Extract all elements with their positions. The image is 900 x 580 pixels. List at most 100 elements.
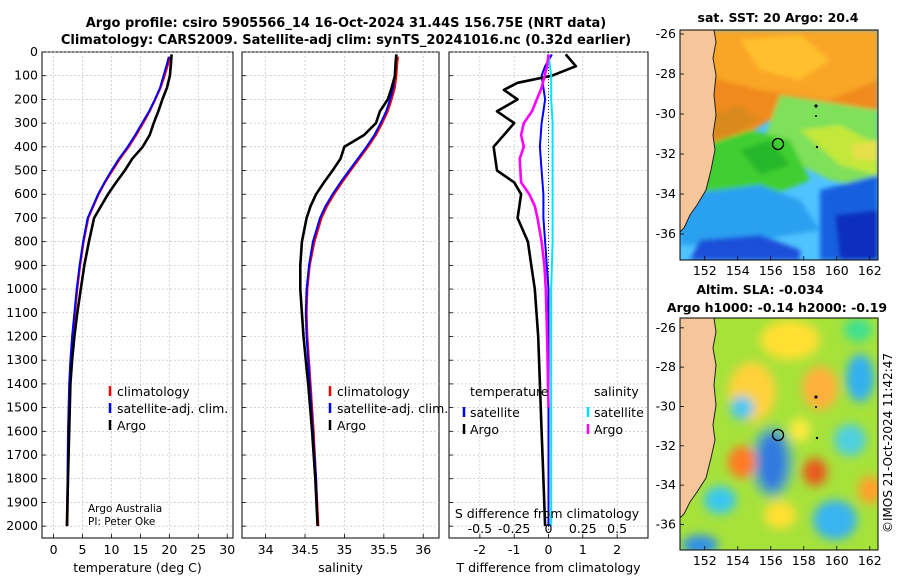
sst-map xyxy=(679,29,879,261)
map-y-tick-label: -36 xyxy=(656,226,676,241)
y-tick-label: 1000 xyxy=(6,281,38,296)
map-x-tick-label: 156 xyxy=(759,553,783,568)
y-tick-label: 900 xyxy=(14,257,38,272)
plot-area xyxy=(41,51,234,539)
y-tick-label: 1200 xyxy=(6,328,38,343)
x-tick-label: 20 xyxy=(161,542,177,557)
y-tick-label: 700 xyxy=(14,210,38,225)
map-y-tick-label: -30 xyxy=(656,106,676,121)
x-tick-label: 0 xyxy=(545,542,553,557)
x-tick-label: 25 xyxy=(190,542,206,557)
x-tick-label: 15 xyxy=(132,542,148,557)
map-x-tick-label: 154 xyxy=(726,553,750,568)
y-tick-label: 400 xyxy=(14,139,38,154)
y-tick-label: 1700 xyxy=(6,447,38,462)
series-argo xyxy=(65,54,173,527)
x-tick-label: 34 xyxy=(258,542,274,557)
map-x-tick-label: 162 xyxy=(858,263,882,278)
sst-argo-marker xyxy=(771,137,785,151)
x-tick-label: 0 xyxy=(50,542,58,557)
y-tick-label: 500 xyxy=(14,163,38,178)
map-y-tick-label: -28 xyxy=(656,66,676,81)
map-x-tick-label: 152 xyxy=(693,263,717,278)
x-tick-label: 35.5 xyxy=(370,542,398,557)
x-tick-label: -1 xyxy=(508,542,520,557)
figure-title-line1: Argo profile: csiro 5905566_14 16-Oct-20… xyxy=(86,16,607,31)
figure-title-line2: Climatology: CARS2009. Satellite-adj cli… xyxy=(61,33,631,48)
series-satellite-adj-clim- xyxy=(65,56,170,527)
y-tick-label: 2000 xyxy=(6,518,38,533)
sla-map-title: Altim. SLA: -0.034 xyxy=(696,282,824,297)
sst-field xyxy=(680,30,878,260)
x2-tick-label: 0.5 xyxy=(607,521,627,536)
legend-label: satellite xyxy=(470,405,520,420)
x-tick-label: 2 xyxy=(613,542,621,557)
credit-line2: PI: Peter Oke xyxy=(88,516,155,528)
x-tick-label: 35 xyxy=(336,542,352,557)
y-tick-label: 1100 xyxy=(6,305,38,320)
y-tick-label: 200 xyxy=(14,91,38,106)
map-x-tick-label: 158 xyxy=(792,263,816,278)
timestamp: ©IMOS 21-Oct-2024 11:42:47 xyxy=(881,353,895,533)
sla-land xyxy=(680,318,717,519)
legend-label: climatology xyxy=(337,384,410,399)
x2-tick-label: 0.25 xyxy=(569,521,597,536)
temperature-panel: 0100200300400500600700800900100011001200… xyxy=(6,44,235,575)
map-x-tick-label: 158 xyxy=(792,553,816,568)
y-tick-label: 0 xyxy=(30,44,38,59)
legend-group-title: salinity xyxy=(594,384,639,399)
map-y-tick-label: -26 xyxy=(656,26,676,41)
map-y-tick-label: -34 xyxy=(656,186,676,201)
x-tick-label: 34.5 xyxy=(291,542,319,557)
x-axis-label-salinity: S difference from climatology xyxy=(455,506,640,521)
map-y-tick-label: -28 xyxy=(656,359,676,374)
map-y-tick-label: -34 xyxy=(656,477,676,492)
y-tick-label: 1900 xyxy=(6,494,38,509)
legend-label: Argo xyxy=(117,418,146,433)
map-x-tick-label: 162 xyxy=(858,553,882,568)
y-tick-label: 1300 xyxy=(6,352,38,367)
map-x-tick-label: 152 xyxy=(693,553,717,568)
y-tick-label: 1800 xyxy=(6,471,38,486)
series-salinity-argo xyxy=(518,54,550,408)
x-tick-label: 10 xyxy=(104,542,120,557)
map-x-tick-label: 160 xyxy=(825,263,849,278)
map-x-tick-label: 160 xyxy=(825,553,849,568)
x-axis-label: temperature (deg C) xyxy=(73,560,202,575)
y-tick-label: 100 xyxy=(14,68,38,83)
series-satellite-adj-clim- xyxy=(304,56,398,527)
legend-group-title: temperature xyxy=(470,384,549,399)
series-temperature-argo xyxy=(492,53,578,527)
legend-label: satellite xyxy=(594,405,644,420)
map-x-tick-label: 156 xyxy=(759,263,783,278)
x-axis-label: T difference from climatology xyxy=(455,560,641,575)
series-salinity-satellite xyxy=(547,54,554,527)
sst-map-title: sat. SST: 20 Argo: 20.4 xyxy=(698,10,859,25)
y-tick-label: 1600 xyxy=(6,423,38,438)
difference-panel: -2 -1 0 1 2 T difference from climatology temp… xyxy=(448,51,649,575)
sla-map-subtitle: Argo h1000: -0.14 h2000: -0.19 xyxy=(667,300,887,315)
salinity-panel: 34 34.5 35 35.5 36 salinity climatology satelli… xyxy=(241,51,448,575)
credit-line1: Argo Australia xyxy=(88,503,162,515)
map-y-tick-label: -36 xyxy=(656,516,676,531)
x-tick-label: -2 xyxy=(474,542,486,557)
y-tick-label: 1500 xyxy=(6,400,38,415)
legend-label: satellite-adj. clim. xyxy=(117,401,228,416)
legend-label: Argo xyxy=(337,418,366,433)
y-tick-label: 300 xyxy=(14,115,38,130)
y-tick-label: 1400 xyxy=(6,376,38,391)
series-argo xyxy=(298,54,398,527)
x-axis-label: salinity xyxy=(318,560,363,575)
map-y-tick-label: -26 xyxy=(656,320,676,335)
sla-field xyxy=(682,318,878,550)
sst-land xyxy=(680,30,717,233)
x2-tick-label: -0.25 xyxy=(498,521,530,536)
sla-argo-marker xyxy=(771,428,785,442)
legend-label: climatology xyxy=(117,384,190,399)
sla-map xyxy=(679,317,879,551)
x-tick-label: 30 xyxy=(219,542,235,557)
map-y-tick-label: -32 xyxy=(656,438,676,453)
x-tick-label: 5 xyxy=(79,542,87,557)
legend-label: Argo xyxy=(470,422,499,437)
